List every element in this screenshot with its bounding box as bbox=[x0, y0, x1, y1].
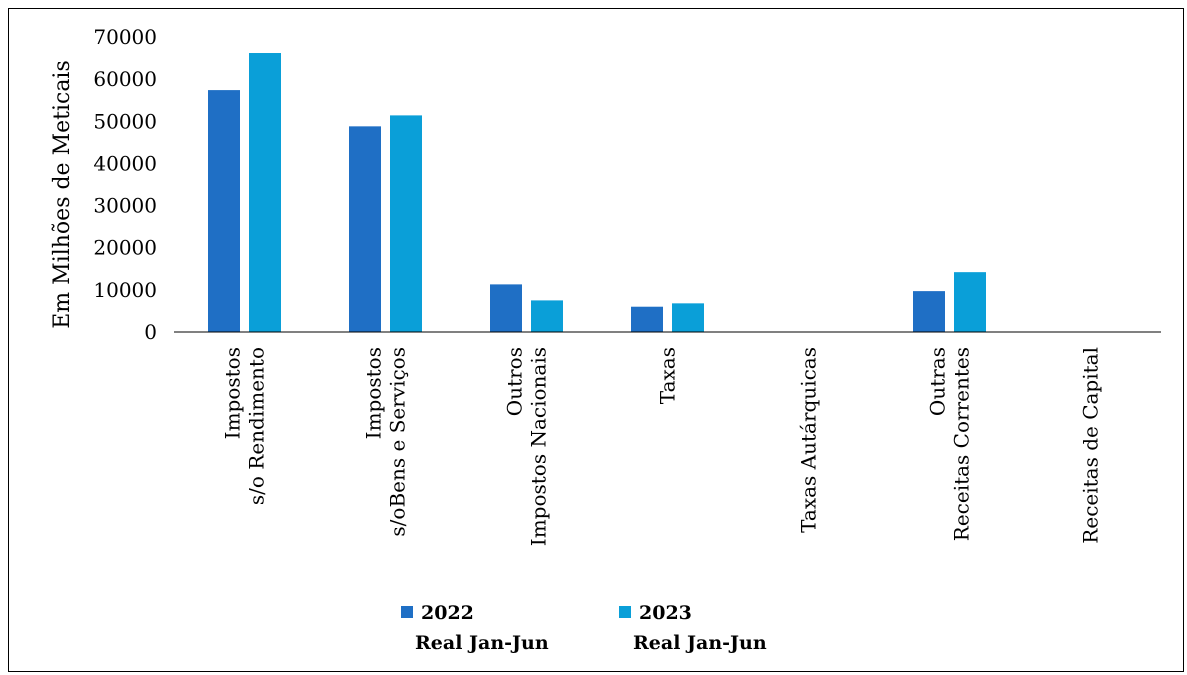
bar-2022-cat-0 bbox=[208, 90, 240, 332]
x-category-label-line: s/o Rendimento bbox=[245, 347, 269, 505]
bar-2022-cat-2 bbox=[490, 284, 522, 332]
x-category-label: Taxas Autárquicas bbox=[797, 347, 821, 533]
x-axis-category-labels: Impostos s/o Rendimento Impostos s/oBens e … bbox=[221, 347, 1103, 546]
x-category-label-line: s/oBens e Serviços bbox=[386, 347, 410, 537]
x-category-label-line: Outros bbox=[503, 347, 527, 416]
x-category-label: Outras Receitas Correntes bbox=[926, 347, 974, 541]
bar-2023-cat-1 bbox=[390, 115, 422, 332]
bar-2023-cat-0 bbox=[249, 53, 281, 333]
chart-frame: Em Milhões de Meticais 0 10000 20000 30000 4… bbox=[8, 8, 1184, 672]
bar-2022-cat-5 bbox=[913, 291, 945, 332]
legend-swatch bbox=[619, 606, 631, 618]
x-category-label-line: Impostos bbox=[362, 347, 386, 439]
x-category-label-line: Outras bbox=[926, 347, 950, 416]
y-axis-ticks: 0 10000 20000 30000 40000 50000 60000 70000 bbox=[93, 25, 157, 344]
x-category-label-line: Receitas Correntes bbox=[950, 347, 974, 541]
x-category-label: Outros Impostos Nacionais bbox=[503, 347, 551, 546]
x-category-label-line: Impostos bbox=[221, 347, 245, 439]
y-axis-title: Em Milhões de Meticais bbox=[50, 60, 75, 329]
bar-2023-cat-5 bbox=[954, 272, 986, 332]
x-category-label-line: Taxas bbox=[656, 347, 680, 404]
x-category-label: Taxas bbox=[656, 347, 680, 404]
legend-label: 2023 bbox=[639, 602, 692, 624]
x-category-label-line: Impostos Nacionais bbox=[527, 347, 551, 546]
legend: 2022 Real Jan-Jun 2023 Real Jan-Jun bbox=[401, 602, 767, 654]
bars bbox=[208, 53, 1127, 333]
y-tick-label: 30000 bbox=[93, 194, 157, 218]
y-tick-label: 20000 bbox=[93, 236, 157, 260]
legend-swatch bbox=[401, 606, 413, 618]
legend-label: Real Jan-Jun bbox=[633, 632, 767, 654]
bar-2022-cat-1 bbox=[349, 126, 381, 332]
y-tick-label: 40000 bbox=[93, 151, 157, 175]
y-tick-label: 70000 bbox=[93, 25, 157, 49]
bar-2023-cat-2 bbox=[531, 300, 563, 332]
y-tick-label: 10000 bbox=[93, 278, 157, 302]
y-axis-title-group: Em Milhões de Meticais bbox=[50, 60, 75, 329]
x-category-label: Receitas de Capital bbox=[1079, 347, 1103, 544]
x-category-label-line: Receitas de Capital bbox=[1079, 347, 1103, 544]
legend-label: Real Jan-Jun bbox=[415, 632, 549, 654]
bar-2022-cat-3 bbox=[631, 306, 663, 332]
x-category-label: Impostos s/oBens e Serviços bbox=[362, 347, 410, 537]
y-tick-label: 50000 bbox=[93, 109, 157, 133]
y-tick-label: 60000 bbox=[93, 67, 157, 91]
y-tick-label: 0 bbox=[144, 320, 157, 344]
bar-2023-cat-3 bbox=[672, 303, 704, 332]
x-category-label: Impostos s/o Rendimento bbox=[221, 347, 269, 505]
x-category-label-line: Taxas Autárquicas bbox=[797, 347, 821, 533]
bar-chart: Em Milhões de Meticais 0 10000 20000 30000 4… bbox=[50, 25, 1161, 654]
legend-label: 2022 bbox=[421, 602, 474, 624]
